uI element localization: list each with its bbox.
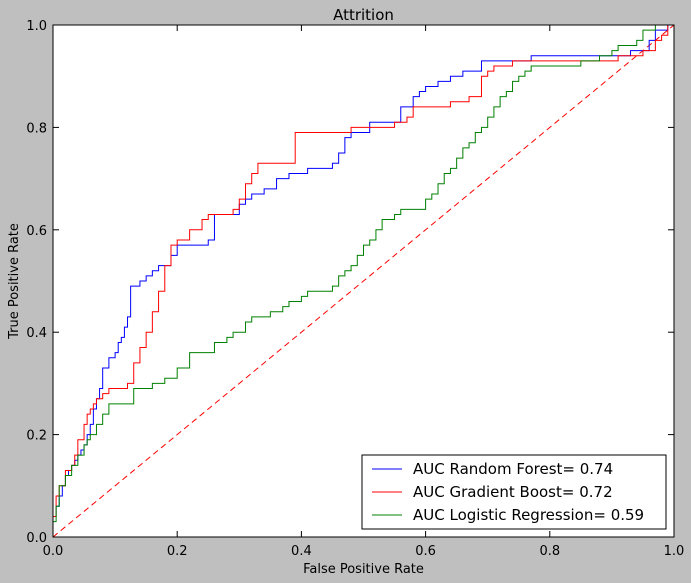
legend-box: [361, 454, 667, 530]
series-line-3: [53, 25, 674, 537]
x-axis-label: False Positive Rate: [303, 562, 424, 577]
x-tick-label: 0.8: [539, 544, 560, 559]
y-tick-label: 0.4: [26, 326, 47, 341]
y-tick-label: 0.8: [26, 121, 47, 136]
chance-diagonal-line: [53, 25, 674, 537]
y-tick-label: 0.2: [26, 429, 47, 444]
chart-title: Attrition: [333, 6, 394, 24]
series-line-1: [53, 25, 674, 537]
series-line-2: [53, 25, 674, 537]
x-tick-label: 0.2: [167, 544, 188, 559]
x-tick-label: 0.4: [291, 544, 312, 559]
x-tick-label: 1.0: [664, 544, 685, 559]
y-tick-label: 0.6: [26, 224, 47, 239]
y-tick-label: 1.0: [26, 19, 47, 34]
series-group: [53, 25, 674, 537]
axes-frame: [52, 24, 675, 538]
legend-label-3: AUC Logistic Regression= 0.59: [413, 506, 644, 524]
legend-label-2: AUC Gradient Boost= 0.72: [413, 483, 613, 501]
y-axis-label: True Positive Rate: [7, 223, 22, 340]
x-tick-label: 0.6: [415, 544, 436, 559]
legend: AUC Random Forest= 0.74 AUC Gradient Boos…: [361, 454, 667, 530]
legend-label-1: AUC Random Forest= 0.74: [413, 460, 613, 478]
x-tick-label: 0.0: [43, 544, 64, 559]
tick-group: 0.0 0.2 0.4 0.6 0.8 1.0 0.0 0.2 0.4 0.6 0.8 1.0: [26, 19, 684, 559]
y-tick-label: 0.0: [26, 531, 47, 546]
